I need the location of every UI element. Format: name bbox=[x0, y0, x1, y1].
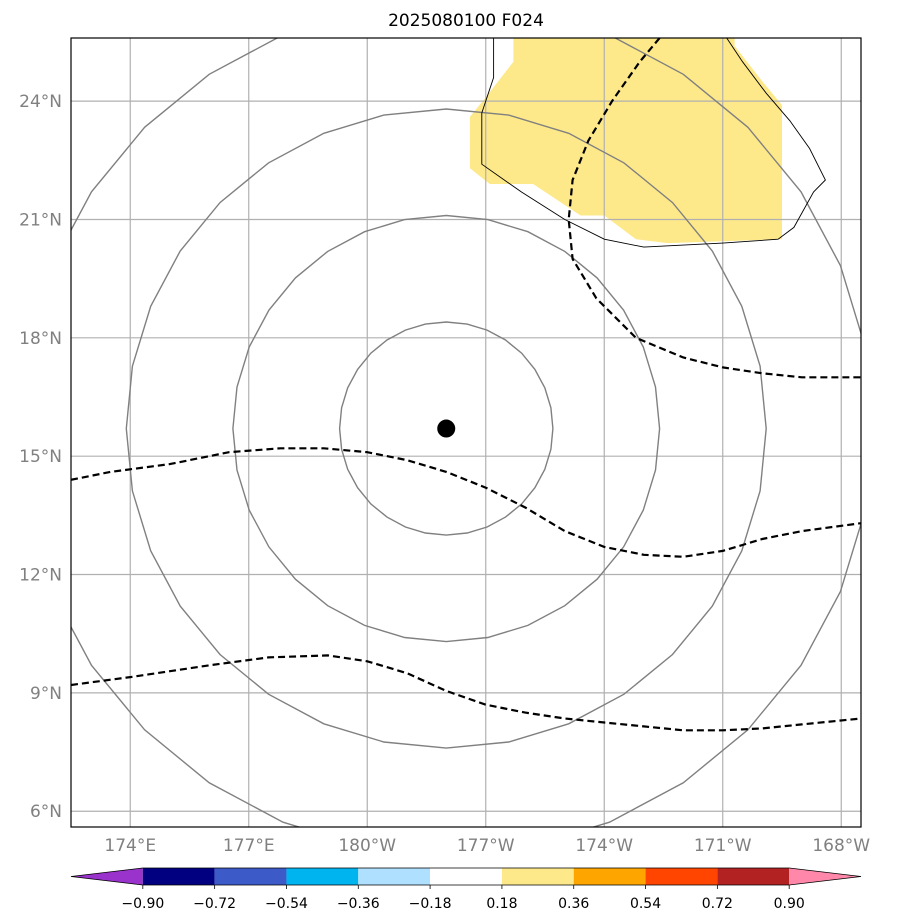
colorbar-segment bbox=[142, 868, 215, 885]
colorbar-tick-label: 0.72 bbox=[702, 896, 733, 912]
lon-tick-label: 168°W bbox=[812, 836, 870, 856]
colorbar-tick-label: 0.36 bbox=[558, 896, 589, 912]
range-circle bbox=[232, 214, 661, 643]
lat-tick-label: 18°N bbox=[19, 329, 62, 349]
lon-tick-label: 174°W bbox=[575, 836, 633, 856]
colorbar-tick-label: −0.72 bbox=[193, 896, 236, 912]
colorbar-extend-high bbox=[789, 868, 861, 885]
colorbar-tick-label: 0.54 bbox=[630, 896, 661, 912]
colorbar-segment bbox=[573, 868, 646, 885]
colorbar-tick-label: 0.90 bbox=[774, 896, 805, 912]
colorbar-segment bbox=[358, 868, 431, 885]
coastline bbox=[481, 38, 826, 248]
colorbar-segment bbox=[430, 868, 502, 885]
lon-tick-label: 177°W bbox=[457, 836, 515, 856]
lon-tick-label: 171°W bbox=[694, 836, 752, 856]
colorbar-segment bbox=[501, 868, 574, 885]
dashed-contour bbox=[71, 654, 861, 732]
colorbar-tick-label: −0.90 bbox=[121, 896, 164, 912]
colorbar-segment bbox=[214, 868, 287, 885]
lat-tick-label: 21°N bbox=[19, 210, 62, 230]
lat-tick-label: 15°N bbox=[19, 447, 62, 467]
map-title: 2025080100 F024 bbox=[388, 11, 544, 31]
colorbar-tick-label: 0.18 bbox=[486, 896, 517, 912]
lon-tick-label: 174°E bbox=[104, 836, 156, 856]
shaded-region bbox=[469, 38, 782, 244]
colorbar: −0.90 −0.72 −0.54 −0.36 −0.18 0.18 0.36 0.54 0.7… bbox=[70, 867, 862, 912]
colorbar-tick-label: −0.18 bbox=[409, 896, 452, 912]
dashed-contour bbox=[567, 38, 861, 379]
lon-tick-label: 177°E bbox=[223, 836, 275, 856]
range-circle bbox=[338, 321, 554, 536]
colorbar-tick-label: −0.54 bbox=[265, 896, 308, 912]
colorbar-segment bbox=[286, 868, 359, 885]
storm-center-marker bbox=[437, 419, 456, 438]
lat-tick-label: 9°N bbox=[30, 684, 62, 704]
range-circle bbox=[71, 38, 861, 827]
map-frame bbox=[70, 37, 862, 828]
range-circle bbox=[125, 108, 767, 749]
map-plot-area bbox=[71, 38, 861, 827]
colorbar-segment bbox=[717, 868, 790, 885]
dashed-contour bbox=[71, 447, 861, 558]
lat-tick-label: 6°N bbox=[30, 802, 62, 822]
colorbar-tick-label: −0.36 bbox=[337, 896, 380, 912]
lon-tick-label: 180°W bbox=[338, 836, 396, 856]
lat-tick-label: 12°N bbox=[19, 566, 62, 586]
axis-tick-labels: 6°N 9°N 12°N 15°N 18°N 21°N 24°N 174°E 177°E 180°… bbox=[19, 92, 870, 856]
colorbar-extend-low bbox=[71, 868, 143, 885]
lat-tick-label: 24°N bbox=[19, 92, 62, 112]
colorbar-segment bbox=[645, 868, 718, 885]
